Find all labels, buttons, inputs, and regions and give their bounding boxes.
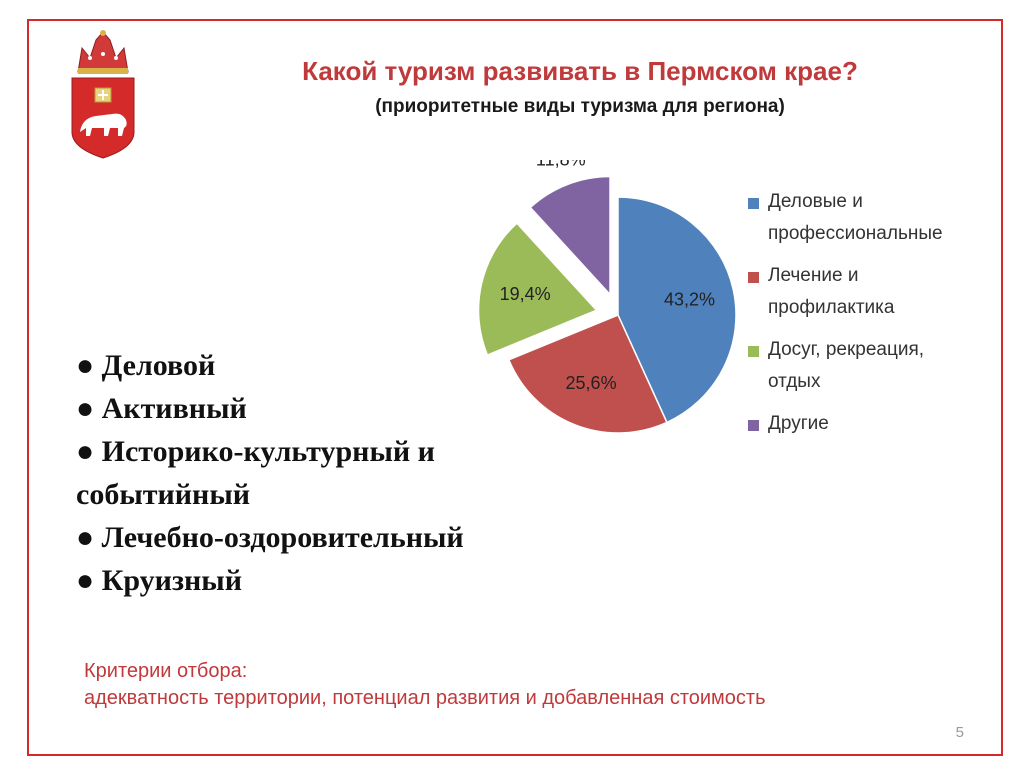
legend-label: профессиональные	[768, 223, 943, 244]
legend-label: отдых	[768, 371, 821, 392]
pie-data-label: 11,8%	[536, 160, 586, 170]
legend-label: Деловые и	[768, 191, 863, 212]
list-item: ● Активный	[76, 392, 247, 425]
legend-label: профилактика	[768, 297, 895, 318]
pie-data-label: 43,2%	[664, 289, 715, 309]
pie-slice	[507, 314, 668, 434]
legend-item: Другие	[746, 408, 996, 440]
legend-label: Лечение и	[768, 265, 859, 286]
page-number: 5	[955, 724, 964, 741]
pie-data-label: 25,6%	[566, 373, 617, 393]
pie-chart: 43,2% 25,6% 19,4% 11,8%	[477, 160, 737, 434]
legend-label: Другие	[768, 413, 829, 434]
legend-swatch	[748, 272, 759, 283]
list-item: ● Лечебно-оздоровительный	[76, 521, 464, 554]
pie-slice	[617, 196, 737, 424]
list-item: ● Историко-культурный и	[76, 435, 435, 468]
chart-legend: Деловые и профессиональные Лечение и профил…	[746, 186, 996, 450]
pie-slice	[529, 175, 611, 297]
pie-slice	[477, 222, 598, 356]
criteria-heading: Критерии отбора:	[84, 660, 248, 682]
criteria-text: адекватность территории, потенциал разви…	[84, 687, 766, 709]
selection-criteria: Критерии отбора: адекватность территории…	[84, 658, 984, 712]
legend-swatch	[748, 420, 759, 431]
perm-krai-coat-of-arms-icon	[71, 30, 135, 159]
list-item: событийный	[76, 478, 251, 511]
slide-subtitle: (приоритетные виды туризма для региона)	[375, 96, 785, 117]
tourism-types-list: ● Деловой ● Активный ● Историко-культурный…	[76, 344, 596, 602]
slide-title: Какой туризм развивать в Пермском крае?	[302, 56, 858, 86]
legend-item: Лечение и профилактика	[746, 260, 996, 324]
legend-swatch	[748, 346, 759, 357]
pie-data-label: 19,4%	[500, 284, 551, 304]
slide-frame	[27, 19, 1003, 756]
legend-item: Деловые и профессиональные	[746, 186, 996, 250]
legend-item: Досуг, рекреация, отдых	[746, 334, 996, 398]
list-item: ● Деловой	[76, 349, 216, 382]
legend-label: Досуг, рекреация,	[768, 339, 925, 360]
list-item: ● Круизный	[76, 564, 242, 597]
legend-swatch	[748, 198, 759, 209]
